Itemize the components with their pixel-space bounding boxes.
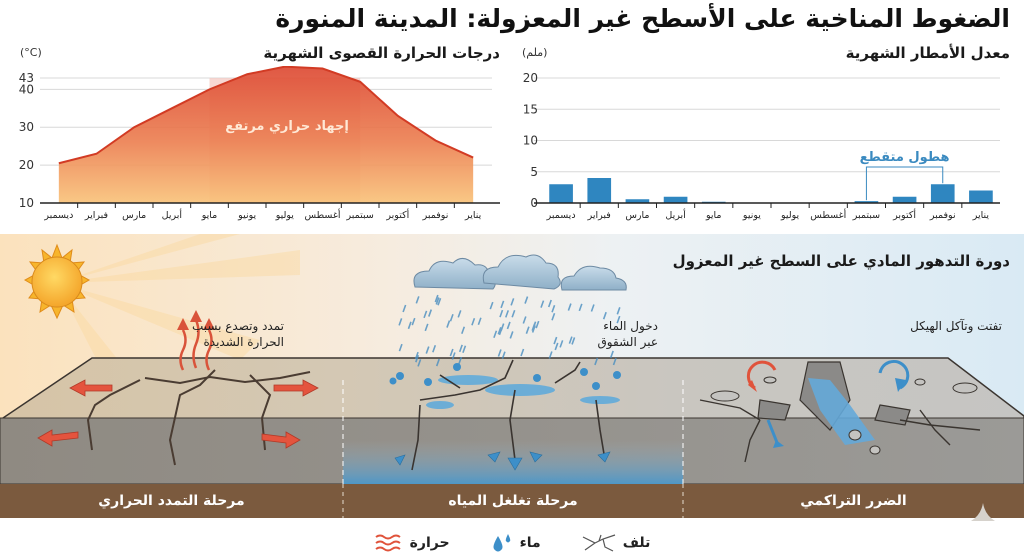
crack-icon	[582, 534, 615, 552]
intermittent-rain-bracket: هطول متقطع	[860, 150, 950, 201]
stage-cumulative-damage: الضرر التراكمي	[800, 493, 907, 509]
x-tick-label: مارس	[122, 210, 146, 221]
heat-rise-arrows	[179, 319, 213, 371]
water-note-line2: عبر الشقوق	[597, 335, 659, 349]
x-tick-label: فبراير	[587, 210, 611, 221]
stage-thermal-expansion: مرحلة التمدد الحراري	[98, 493, 245, 509]
cycle-title: دورة التدهور المادي على السطح غير المعزو…	[672, 252, 1010, 270]
x-tick-label: أبريل	[665, 208, 686, 221]
y-tick-label: 10	[523, 134, 538, 148]
y-tick-label: 20	[523, 71, 538, 85]
y-tick-label: 10	[19, 196, 34, 210]
water-down-arrows	[394, 451, 611, 471]
x-tick-label: أغسطس	[810, 208, 846, 221]
rainfall-x-axis: ديسمبر فبراير مارس أبريل مايو يونيو يوليو أغسطس…	[534, 202, 1000, 221]
x-tick-label: ديسمبر	[546, 210, 576, 221]
thermal-note-line2: الحرارة الشديدة	[203, 335, 284, 349]
rainfall-bars	[549, 178, 993, 203]
heat-waves-icon	[375, 534, 401, 552]
legend-damage: تلف	[581, 533, 651, 553]
y-tick-label: 15	[523, 102, 538, 116]
rainfall-unit: (ملم)	[522, 46, 548, 59]
stage-water-infiltration: مرحلة تغلغل المياه	[448, 493, 578, 509]
water-cracks	[411, 359, 606, 471]
rain-bar	[663, 196, 688, 203]
debris	[710, 376, 978, 455]
x-tick-label: سبتمبر	[852, 210, 880, 221]
rain-bar	[969, 190, 993, 203]
water-note-line1: دخول الماء	[603, 319, 658, 333]
y-tick-label: 5	[530, 165, 538, 179]
sun-icon	[23, 243, 91, 320]
temperature-unit: (°C)	[20, 46, 42, 59]
legend-heat-label: حرارة	[409, 535, 450, 551]
rain-clouds	[413, 254, 627, 291]
rainfall-gridlines	[534, 77, 1000, 173]
intermittent-rain-annotation: هطول متقطع	[860, 150, 950, 165]
damage-note: تفتت وتآكل الهيكل	[910, 319, 1002, 333]
x-tick-label: مارس	[625, 210, 649, 221]
legend-heat: حرارة	[374, 532, 450, 554]
x-tick-label: يوليو	[275, 210, 295, 221]
x-tick-label: أكتوبر	[892, 208, 916, 221]
thermal-note-line1: تمدد وتصدع بسبب	[192, 319, 284, 333]
temperature-line	[58, 66, 474, 165]
legend-water-label: ماء	[519, 535, 541, 551]
x-tick-label: نوفمبر	[929, 210, 956, 221]
degradation-cycle-illustration	[0, 234, 1024, 524]
x-tick-label: مايو	[201, 210, 218, 221]
surface-water-drops	[389, 363, 621, 390]
x-tick-label: سبتمبر	[346, 210, 374, 221]
rain-bar	[625, 199, 650, 203]
heat-stress-annotation: إجهاد حراري مرتفع	[225, 119, 349, 134]
heat-arrow-heads	[177, 310, 215, 330]
y-tick-label: 40	[19, 82, 34, 96]
rain-bar	[549, 184, 573, 203]
x-tick-label: يونيو	[237, 210, 256, 221]
x-tick-label: يناير	[464, 210, 482, 221]
y-tick-label: 20	[19, 158, 34, 172]
water-drops-icon	[493, 534, 510, 552]
x-tick-label: أكتوبر	[385, 208, 409, 221]
y-tick-label: 30	[19, 120, 34, 134]
rain-streaks	[398, 294, 621, 367]
damage-cracks	[699, 399, 981, 463]
x-tick-label: يناير	[972, 210, 990, 221]
x-tick-label: يونيو	[742, 210, 761, 221]
x-tick-label: مايو	[705, 210, 722, 221]
rainfall-chart-title: معدل الأمطار الشهرية	[845, 44, 1010, 62]
x-tick-label: أغسطس	[305, 208, 341, 221]
x-tick-label: أبريل	[162, 208, 183, 221]
x-tick-label: نوفمبر	[422, 210, 449, 221]
legend-damage-label: تلف	[622, 535, 651, 551]
expansion-arrows	[37, 379, 319, 449]
temperature-x-axis: ديسمبر فبراير مارس أبريل مايو يونيو يوليو أغسطس…	[40, 202, 500, 221]
rain-bar	[892, 196, 917, 203]
temperature-area	[58, 66, 474, 204]
cycle-arrow-heads	[748, 378, 906, 448]
x-tick-label: يوليو	[780, 210, 800, 221]
legend-water: ماء	[490, 532, 541, 554]
temperature-chart-title: درجات الحرارة القصوى الشهرية	[263, 44, 500, 62]
water-note: دخول الماء عبر الشقوق	[598, 318, 659, 350]
legend: تلف ماء حرارة	[0, 530, 1024, 556]
damage-water-pool	[808, 378, 875, 445]
thermal-note: تمدد وتصدع بسبب الحرارة الشديدة	[192, 318, 284, 350]
page-title: الضغوط المناخية على الأسطح غير المعزولة:…	[275, 4, 1010, 33]
sparkle-icon	[971, 503, 995, 521]
x-tick-label: ديسمبر	[43, 210, 73, 221]
rain-bar	[587, 178, 612, 203]
y-tick-label: 43	[19, 71, 34, 85]
water-puddles	[426, 375, 620, 409]
rain-bar	[930, 184, 955, 203]
x-tick-label: فبراير	[84, 210, 108, 221]
rain-bar	[854, 201, 879, 203]
